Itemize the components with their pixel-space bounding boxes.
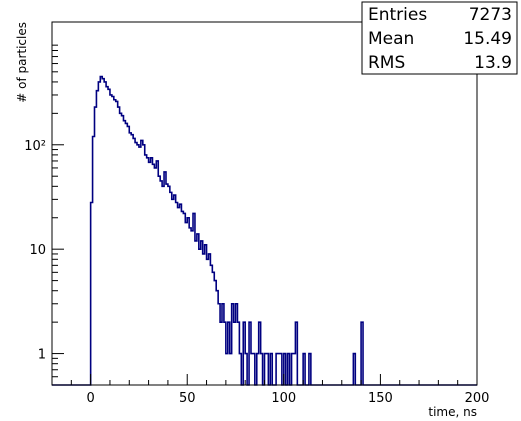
stats-value: 13.9 [474,53,512,73]
x-tick-label: 0 [86,391,94,406]
y-tick-label: 10² [24,139,46,154]
stats-box: Entries 7273 Mean 15.49 RMS 13.9 [361,1,518,75]
stats-value: 7273 [469,5,512,25]
x-tick-label: 200 [465,391,490,406]
stats-label: RMS [368,53,405,73]
x-tick-label: 50 [179,391,196,406]
y-tick-label: 10 [29,243,46,258]
stats-box-frame [361,1,518,75]
stats-label: Entries [368,5,427,25]
x-tick-label: 150 [368,391,393,406]
stats-label: Mean [368,29,414,49]
axes-layer: 0 50 100 150 200 1 10 10² [24,21,490,406]
y-tick-label: 1 [38,348,46,363]
histogram-series [52,75,477,386]
y-axis-label: # of particles [15,22,29,103]
histogram-layer [52,75,477,386]
x-tick-label: 100 [271,391,296,406]
x-axis-label: time, ns [428,405,477,419]
stats-value: 15.49 [463,29,512,49]
